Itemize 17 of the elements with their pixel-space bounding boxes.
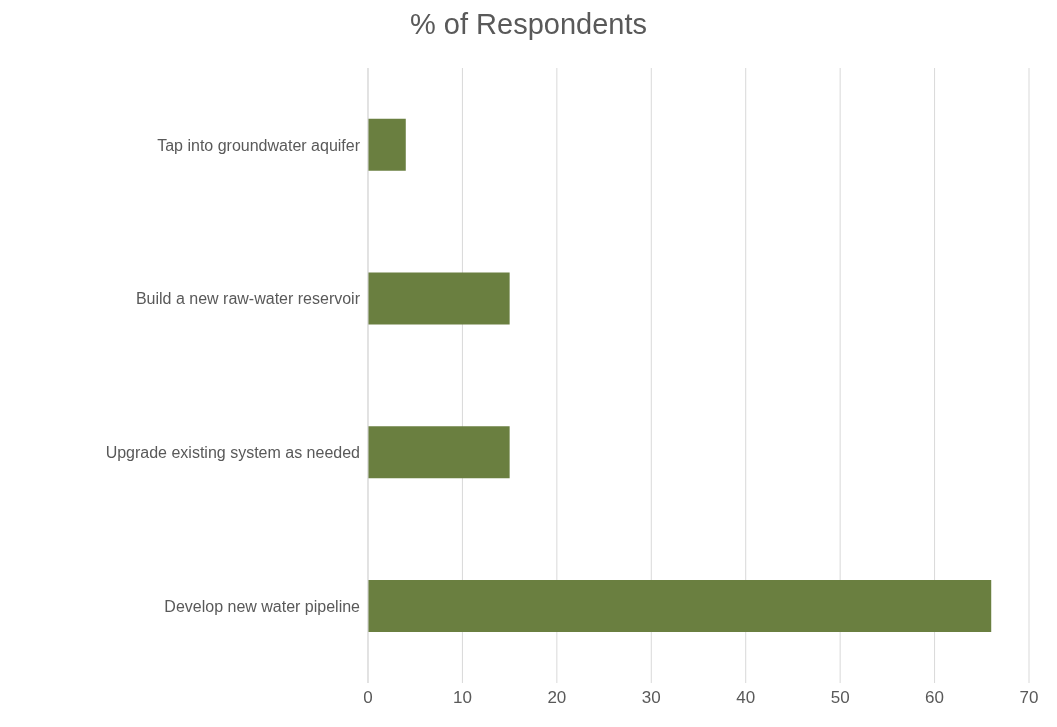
bar	[368, 118, 406, 171]
y-tick-label: Develop new water pipeline	[164, 597, 361, 615]
y-tick-label: Tap into groundwater aquifer	[157, 136, 361, 154]
x-tick-label: 10	[452, 688, 472, 708]
y-tick-label: Upgrade existing system as needed	[105, 444, 360, 462]
bar	[368, 426, 510, 479]
x-tick-label: 60	[925, 688, 945, 708]
x-tick-label: 30	[641, 688, 661, 708]
bar	[368, 272, 510, 325]
x-tick-label: 40	[736, 688, 756, 708]
y-tick-label: Build a new raw-water reservoir	[135, 290, 361, 308]
x-tick-label: 50	[830, 688, 850, 708]
x-tick-label: 20	[547, 688, 567, 708]
chart-title: % of Respondents	[409, 8, 648, 42]
x-tick-label: 0	[363, 688, 373, 708]
x-tick-label: 70	[1019, 688, 1039, 708]
bar	[368, 579, 992, 632]
